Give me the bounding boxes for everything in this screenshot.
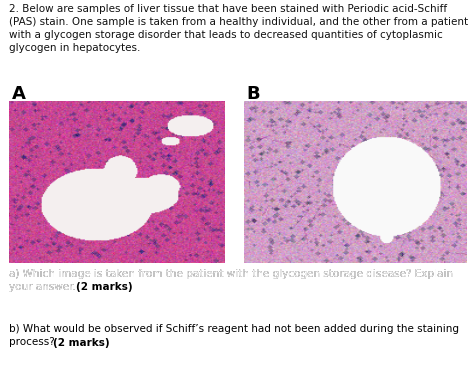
Text: (2 marks): (2 marks) [76, 282, 133, 292]
Text: a) Which image is taken from the patient with the glycogen storage disease? Expl: a) Which image is taken from the patient… [9, 269, 454, 292]
Text: B: B [246, 85, 260, 103]
Text: (2 marks): (2 marks) [53, 338, 110, 348]
Text: b) What would be observed if Schiff’s reagent had not been added during the stai: b) What would be observed if Schiff’s re… [9, 324, 459, 347]
Text: a) Which image is taken from the patient with the glycogen storage disease? Expl: a) Which image is taken from the patient… [9, 269, 454, 292]
Text: 2. Below are samples of liver tissue that have been stained with Periodic acid-S: 2. Below are samples of liver tissue tha… [9, 4, 469, 53]
Text: A: A [12, 85, 26, 103]
